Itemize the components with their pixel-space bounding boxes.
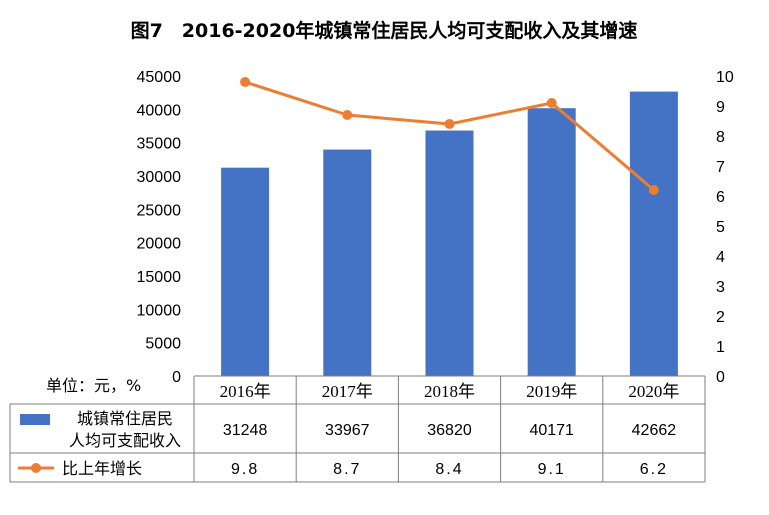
right-tick-label: 9 [716, 99, 725, 116]
left-tick-label: 15000 [137, 269, 182, 286]
left-tick-label: 35000 [137, 136, 182, 153]
right-tick-label: 5 [716, 219, 725, 236]
line-value-label: 6.2 [640, 461, 668, 478]
bar-series-name: 城镇常住居民 [77, 409, 173, 428]
bar-series-name: 人均可支配收入 [69, 431, 181, 450]
left-tick-label: 10000 [137, 302, 182, 319]
line-value-label: 8.4 [435, 461, 463, 478]
bar [527, 108, 576, 377]
bar-series [221, 91, 678, 377]
right-axis-ticks: 0 1 2 3 4 5 6 7 8 9 10 [716, 69, 734, 386]
line-point [240, 77, 251, 87]
data-table: 2016年 2017年 2018年 2019年 2020年城镇常住居民人均可支配收入 31… [9, 375, 706, 483]
right-tick-label: 3 [716, 279, 725, 296]
chart-title: 图7 2016-2020年城镇常住居民人均可支配收入及其增速 [131, 19, 638, 42]
line-point [648, 185, 659, 195]
left-tick-label: 45000 [137, 69, 182, 86]
left-tick-label: 40000 [137, 102, 182, 119]
line-value-label: 9.8 [231, 461, 259, 478]
bar [629, 91, 678, 376]
bar [323, 149, 372, 376]
unit-label: 单位：元，% [46, 376, 141, 395]
right-tick-label: 2 [716, 309, 725, 326]
right-tick-label: 8 [716, 129, 725, 146]
line-point [546, 98, 557, 108]
right-tick-label: 6 [716, 189, 725, 206]
line-point [444, 119, 455, 129]
line-series [240, 77, 659, 195]
category-label: 2016年 [220, 382, 271, 401]
bar-value-label: 33967 [325, 422, 370, 439]
bar [425, 130, 474, 376]
category-label: 2020年 [628, 382, 679, 401]
bar [221, 167, 270, 376]
left-tick-label: 30000 [137, 169, 182, 186]
left-tick-label: 0 [172, 369, 181, 386]
line-value-label: 8.7 [333, 461, 361, 478]
bar-value-label: 31248 [223, 422, 268, 439]
left-axis-ticks: 0 5000 10000 15000 20000 25000 30000 35000 40000… [137, 69, 182, 386]
line-legend-marker [31, 463, 41, 473]
left-tick-label: 5000 [145, 336, 181, 353]
line-value-label: 9.1 [538, 461, 566, 478]
category-label: 2019年 [526, 382, 577, 401]
line-series-name: 比上年增长 [62, 459, 142, 478]
bar-legend-swatch [20, 414, 50, 425]
left-tick-label: 25000 [137, 202, 182, 219]
category-label: 2017年 [322, 382, 373, 401]
right-tick-label: 7 [716, 159, 725, 176]
right-tick-label: 4 [716, 249, 725, 266]
bar-value-label: 36820 [427, 422, 472, 439]
category-label: 2018年 [424, 382, 475, 401]
right-tick-label: 0 [716, 369, 725, 386]
left-tick-label: 20000 [137, 236, 182, 253]
right-tick-label: 1 [716, 339, 725, 356]
bar-value-label: 42662 [632, 422, 677, 439]
bar-value-label: 40171 [529, 422, 574, 439]
line-point [342, 110, 353, 120]
right-tick-label: 10 [716, 69, 734, 86]
